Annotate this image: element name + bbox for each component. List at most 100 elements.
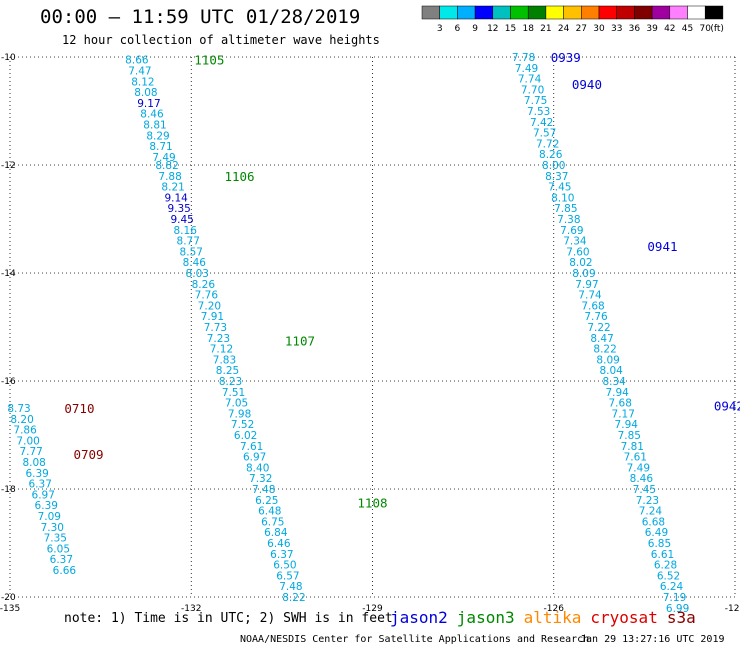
swh-value: 7.74 bbox=[518, 74, 542, 86]
x-tick-label: -126 bbox=[544, 604, 565, 614]
swh-value: 9.14 bbox=[164, 192, 188, 204]
swh-value: 7.48 bbox=[279, 581, 302, 593]
swh-value: 8.66 bbox=[125, 55, 149, 67]
swh-value: 6.75 bbox=[261, 516, 284, 528]
swh-value: 8.37 bbox=[545, 171, 568, 183]
swh-value: 9.17 bbox=[137, 98, 160, 110]
colorbar-swatch bbox=[651, 5, 671, 20]
pass-label: 0941 bbox=[647, 239, 677, 254]
swh-value: 7.83 bbox=[213, 354, 236, 366]
swh-value: 7.69 bbox=[560, 225, 583, 237]
swh-value: 6.05 bbox=[47, 543, 70, 555]
x-tick-label: -135 bbox=[0, 604, 20, 614]
units-note: note: 1) Time is in UTC; 2) SWH is in fe… bbox=[64, 611, 393, 626]
pass-label: 0940 bbox=[572, 77, 602, 92]
swh-value: 8.09 bbox=[596, 354, 619, 366]
colorbar-label: 6 bbox=[455, 24, 461, 34]
swh-value: 8.40 bbox=[246, 462, 269, 474]
swh-value: 8.25 bbox=[216, 365, 239, 377]
swh-value: 8.57 bbox=[180, 246, 203, 258]
x-tick-label: -129 bbox=[362, 604, 383, 614]
colorbar-swatch bbox=[598, 5, 617, 20]
swh-value: 7.75 bbox=[524, 95, 547, 107]
swh-value: 6.02 bbox=[234, 430, 257, 442]
y-tick-label: -14 bbox=[1, 269, 16, 279]
colorbar-swatch bbox=[581, 5, 600, 20]
swh-value: 8.04 bbox=[599, 365, 623, 377]
colorbar: 3 6 9 12 15 18 21 24 27 30 33 36 39 42 45 70 (ft) bbox=[421, 5, 724, 34]
swh-value: 8.46 bbox=[630, 473, 654, 485]
swh-value: 7.61 bbox=[624, 452, 647, 464]
swh-value: 6.50 bbox=[273, 560, 296, 572]
swh-value: 7.00 bbox=[16, 435, 39, 447]
swh-value: 8.82 bbox=[155, 160, 178, 172]
swh-value: 6.39 bbox=[35, 500, 58, 512]
swh-value: 8.22 bbox=[282, 592, 305, 604]
colorbar-label: 33 bbox=[611, 24, 622, 34]
swh-value: 8.46 bbox=[183, 257, 207, 269]
swh-value: 8.08 bbox=[22, 457, 45, 469]
swh-value: 7.51 bbox=[222, 387, 245, 399]
swh-value: 7.22 bbox=[587, 322, 610, 334]
swh-value: 8.73 bbox=[7, 403, 30, 415]
colorbar-swatch bbox=[634, 5, 653, 20]
swh-value: 7.78 bbox=[512, 52, 535, 64]
colorbar-label: 18 bbox=[522, 24, 534, 34]
swh-value: 6.28 bbox=[654, 560, 677, 572]
swh-value: 7.70 bbox=[521, 84, 544, 96]
chart-subtitle: 12 hour collection of altimeter wave hei… bbox=[62, 33, 380, 47]
swh-value: 8.81 bbox=[143, 120, 166, 132]
x-tick-label: -123 bbox=[725, 604, 740, 614]
swh-value: 7.52 bbox=[231, 419, 254, 431]
swh-value: 8.16 bbox=[174, 225, 198, 237]
swh-value: 6.84 bbox=[264, 527, 288, 539]
satellite-legend-item: jason3 bbox=[456, 608, 515, 627]
swh-value: 8.47 bbox=[590, 333, 613, 345]
colorbar-label: 36 bbox=[629, 24, 641, 34]
satellite-legend-item: s3a bbox=[666, 608, 696, 627]
colorbar-swatch bbox=[457, 5, 476, 20]
swh-value: 7.57 bbox=[533, 128, 556, 140]
colorbar-label: 42 bbox=[664, 24, 675, 34]
grid bbox=[9, 56, 736, 598]
swh-value: 7.35 bbox=[44, 533, 67, 545]
swh-value: 8.34 bbox=[602, 376, 626, 388]
swh-value: 6.39 bbox=[25, 468, 48, 480]
satellite-legend-item: cryosat bbox=[590, 608, 658, 627]
colorbar-label: 27 bbox=[576, 24, 587, 34]
pass-label: 0942 bbox=[714, 398, 740, 413]
swh-value: 6.97 bbox=[243, 452, 266, 464]
swh-value: 9.45 bbox=[170, 214, 193, 226]
colorbar-label: 15 bbox=[505, 24, 516, 34]
colorbar-swatch bbox=[421, 5, 440, 20]
swh-value: 8.20 bbox=[10, 414, 33, 426]
swh-value: 7.97 bbox=[575, 279, 598, 291]
swh-value: 6.37 bbox=[50, 554, 73, 566]
y-tick-label: -20 bbox=[1, 593, 16, 603]
swh-value: 7.05 bbox=[225, 398, 248, 410]
swh-value: 7.73 bbox=[204, 322, 227, 334]
swh-value: 7.98 bbox=[228, 408, 251, 420]
swh-value: 7.24 bbox=[639, 506, 663, 518]
swh-value: 8.09 bbox=[572, 268, 595, 280]
colorbar-unit: (ft) bbox=[710, 24, 724, 34]
swh-value: 7.32 bbox=[249, 473, 272, 485]
swh-value: 7.49 bbox=[515, 63, 538, 75]
colorbar-label: 30 bbox=[593, 24, 605, 34]
colorbar-label: 70 bbox=[699, 24, 711, 34]
y-tick-label: -12 bbox=[1, 161, 16, 171]
swh-value: 6.37 bbox=[270, 549, 293, 561]
swh-value: 7.85 bbox=[618, 430, 641, 442]
swh-value: 7.68 bbox=[609, 398, 632, 410]
satellite-legend: jason2 jason3 altika cryosat s3a bbox=[390, 608, 705, 627]
swh-value: 7.53 bbox=[527, 106, 550, 118]
swh-value: 7.77 bbox=[19, 446, 42, 458]
swh-value: 7.47 bbox=[128, 66, 151, 78]
swh-value: 6.85 bbox=[648, 538, 671, 550]
colorbar-label: 45 bbox=[682, 24, 693, 34]
swh-value: 8.08 bbox=[134, 87, 157, 99]
swh-value: 7.81 bbox=[621, 441, 644, 453]
pass-label: 1105 bbox=[194, 53, 224, 68]
colorbar-swatch bbox=[616, 5, 635, 20]
